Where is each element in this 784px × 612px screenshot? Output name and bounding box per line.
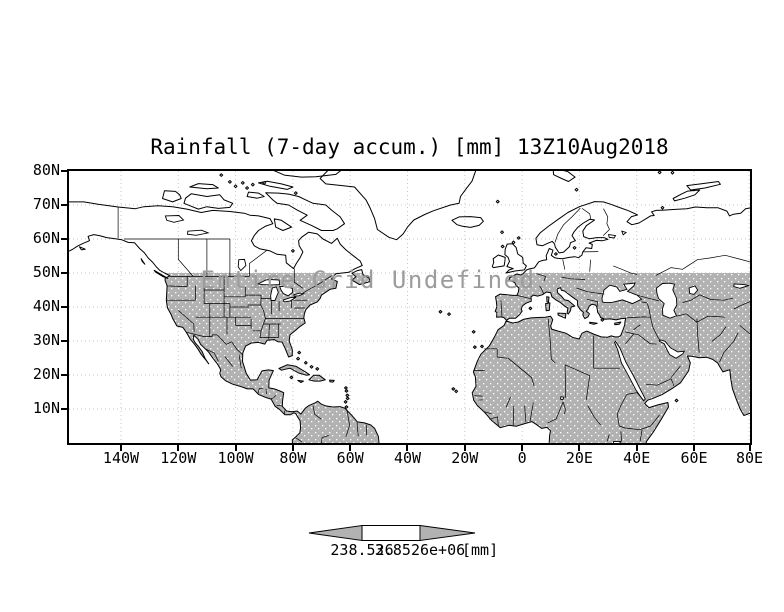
lon-tick-mark — [463, 445, 466, 451]
lon-tick-mark — [234, 445, 237, 451]
undefined-message: Entire Grid Undefined — [200, 266, 536, 294]
lon-tick-label: 60E — [680, 449, 708, 467]
lat-tick-mark — [61, 170, 67, 172]
lon-tick-label: 20W — [451, 449, 479, 467]
world-map — [69, 171, 750, 443]
lat-tick-mark — [61, 238, 67, 240]
lon-tick-label: 60W — [336, 449, 364, 467]
lon-tick-label: 140W — [102, 449, 140, 467]
lat-tick-mark — [61, 374, 67, 376]
lon-tick-mark — [578, 445, 581, 451]
lat-tick-label: 80N — [32, 161, 60, 179]
lat-tick-label: 10N — [32, 399, 60, 417]
lat-tick-label: 40N — [32, 297, 60, 315]
lat-tick-label: 50N — [32, 263, 60, 281]
lat-tick-mark — [61, 306, 67, 308]
colorbar-max-label: 3.8526e+06 — [374, 541, 466, 559]
lon-tick-mark — [406, 445, 409, 451]
lat-tick-label: 20N — [32, 365, 60, 383]
lon-tick-label: 40E — [623, 449, 651, 467]
lat-tick-label: 70N — [32, 195, 60, 213]
lon-tick-label: 100W — [217, 449, 254, 467]
lon-tick-mark — [748, 445, 751, 451]
colorbar-left-arrow-icon — [308, 524, 363, 542]
lon-tick-mark — [177, 445, 180, 451]
lon-tick-label: 40W — [393, 449, 422, 467]
plot-title: Rainfall (7-day accum.) [mm] 13Z10Aug201… — [150, 135, 669, 159]
lat-tick-mark — [61, 272, 67, 274]
lon-tick-mark — [119, 445, 122, 451]
map-frame — [67, 169, 752, 445]
lon-tick-label: 120W — [160, 449, 197, 467]
colorbar-mid-cell — [361, 525, 421, 541]
colorbar — [308, 524, 476, 542]
lon-tick-mark — [521, 445, 524, 451]
lon-tick-label: 20E — [565, 449, 593, 467]
lat-tick-mark — [61, 408, 67, 410]
lat-tick-mark — [61, 340, 67, 342]
lon-tick-mark — [349, 445, 352, 451]
lat-tick-mark — [61, 204, 67, 206]
lat-tick-label: 60N — [32, 229, 60, 247]
lon-tick-mark — [291, 445, 294, 451]
colorbar-right-arrow-icon — [419, 524, 476, 542]
colorbar-units-label: [mm] — [462, 541, 499, 559]
colorbar-min-label: 238.526 — [330, 541, 394, 559]
lon-tick-label: 80E — [735, 449, 764, 467]
lon-tick-mark — [635, 445, 638, 451]
lat-tick-label: 30N — [32, 331, 60, 349]
lon-tick-mark — [692, 445, 695, 451]
lon-tick-label: 0 — [517, 449, 527, 467]
lon-tick-label: 80W — [279, 449, 307, 467]
